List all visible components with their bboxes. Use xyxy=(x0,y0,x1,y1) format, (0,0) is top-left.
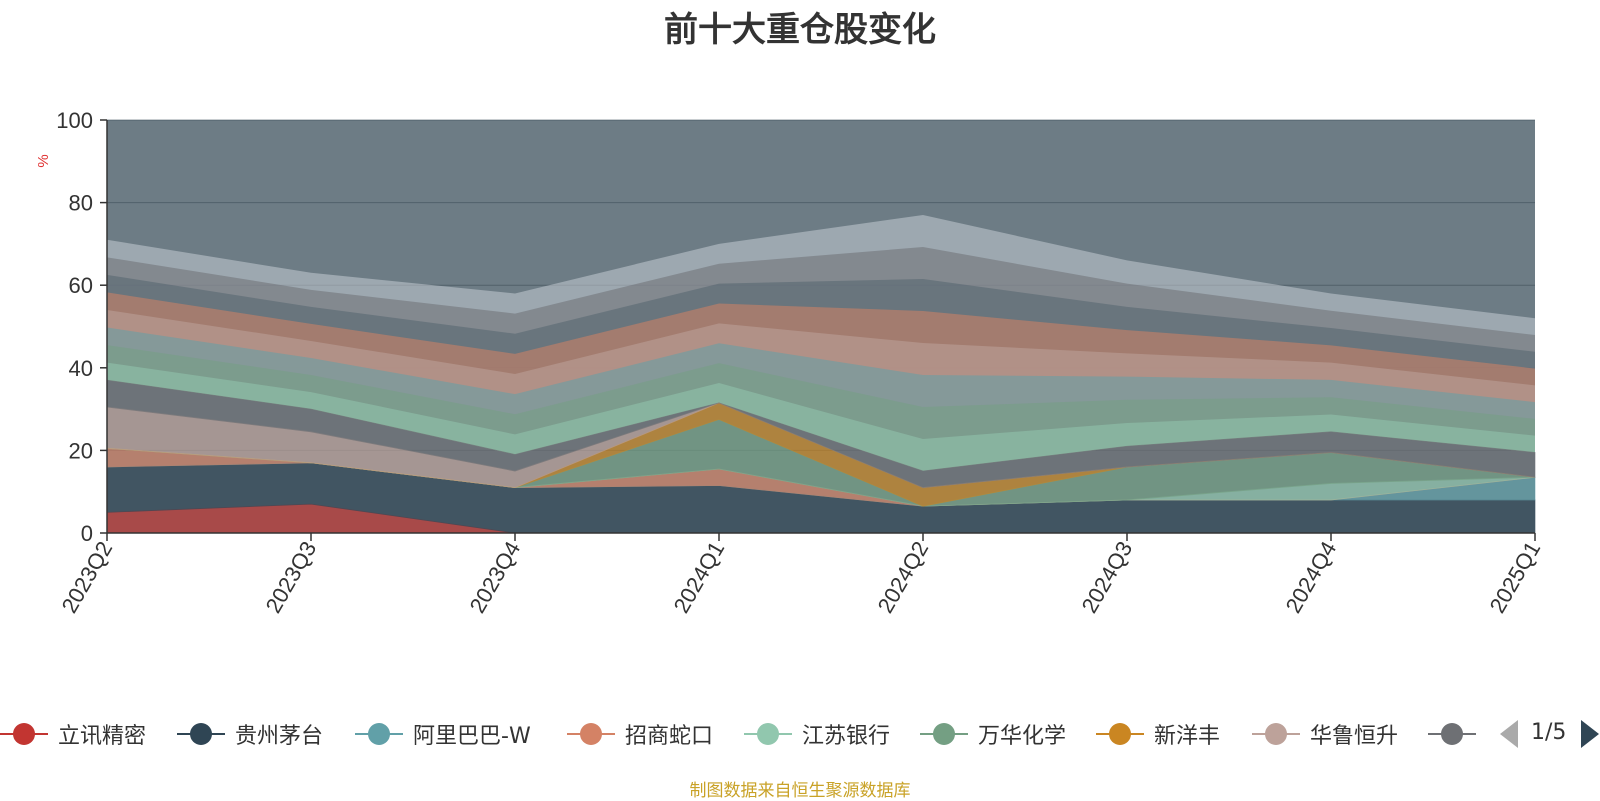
legend-label: 招商蛇口 xyxy=(625,724,714,749)
y-tick-label: 60 xyxy=(69,273,93,298)
legend-label: 江苏银行 xyxy=(802,724,891,749)
legend-item[interactable] xyxy=(1428,714,1476,754)
legend-item[interactable]: 贵州茅台 xyxy=(177,714,323,754)
x-tick-label: 2025Q1 xyxy=(1485,537,1546,617)
legend-item[interactable]: 阿里巴巴-W xyxy=(355,714,531,754)
y-tick-label: 20 xyxy=(69,438,93,463)
legend-marker-icon xyxy=(177,719,225,749)
legend-marker-icon xyxy=(1096,719,1144,749)
y-tick-label: 80 xyxy=(69,191,93,216)
legend-prev-page-icon[interactable] xyxy=(1500,720,1518,748)
series-area-8 xyxy=(106,379,1536,488)
legend-label: 贵州茅台 xyxy=(235,724,324,749)
legend-label: 新洋丰 xyxy=(1154,724,1221,749)
x-tick-label: 2024Q1 xyxy=(669,537,730,617)
legend-marker-icon xyxy=(567,719,615,749)
upper-holding-band xyxy=(107,362,1535,472)
legend-label: 阿里巴巴-W xyxy=(413,724,531,749)
legend-marker-icon xyxy=(744,719,792,749)
legend-label: 华鲁恒升 xyxy=(1310,724,1399,749)
legend-marker-icon xyxy=(1252,719,1300,749)
x-tick-label: 2024Q4 xyxy=(1281,537,1342,617)
legend-item[interactable]: 江苏银行 xyxy=(744,714,890,754)
y-axis-label: % xyxy=(35,154,52,167)
legend-item[interactable]: 华鲁恒升 xyxy=(1252,714,1398,754)
legend-marker-icon xyxy=(1428,719,1476,749)
y-tick-label: 40 xyxy=(69,356,93,381)
legend-page-indicator: 1/5 xyxy=(1531,720,1567,745)
legend-label: 万华化学 xyxy=(978,724,1067,749)
legend-item[interactable]: 新洋丰 xyxy=(1096,714,1220,754)
x-tick-label: 2023Q4 xyxy=(465,537,526,617)
x-tick-label: 2023Q2 xyxy=(57,537,118,617)
legend-marker-icon xyxy=(355,719,403,749)
legend-marker-icon xyxy=(920,719,968,749)
y-tick-label: 0 xyxy=(81,521,93,546)
x-tick-label: 2024Q3 xyxy=(1077,537,1138,617)
legend-marker-icon xyxy=(0,719,48,749)
stacked-area-chart: 0 20 40 60 80 100 2023Q2 2023Q3 2023Q4 2024Q1 2024… xyxy=(35,108,1546,617)
legend-pager: 1/5 xyxy=(1500,714,1600,754)
legend-next-page-icon[interactable] xyxy=(1581,720,1599,748)
x-tick-label: 2023Q3 xyxy=(261,537,322,617)
source-note: 制图数据来自恒生聚源数据库 xyxy=(689,781,911,801)
legend-item[interactable]: 立讯精密 xyxy=(0,714,146,754)
chart-title: 前十大重仓股变化 xyxy=(664,10,936,50)
legend-item[interactable]: 万华化学 xyxy=(920,714,1066,754)
legend-item[interactable]: 招商蛇口 xyxy=(567,714,713,754)
y-tick-label: 100 xyxy=(56,108,93,133)
legend: 立讯精密 贵州茅台 阿里巴巴-W 招商蛇口 江苏银行 万华化学 新洋丰 华鲁恒升 1/5 xyxy=(0,714,1600,754)
x-tick-label: 2024Q2 xyxy=(873,537,934,617)
legend-label: 立讯精密 xyxy=(58,724,147,749)
